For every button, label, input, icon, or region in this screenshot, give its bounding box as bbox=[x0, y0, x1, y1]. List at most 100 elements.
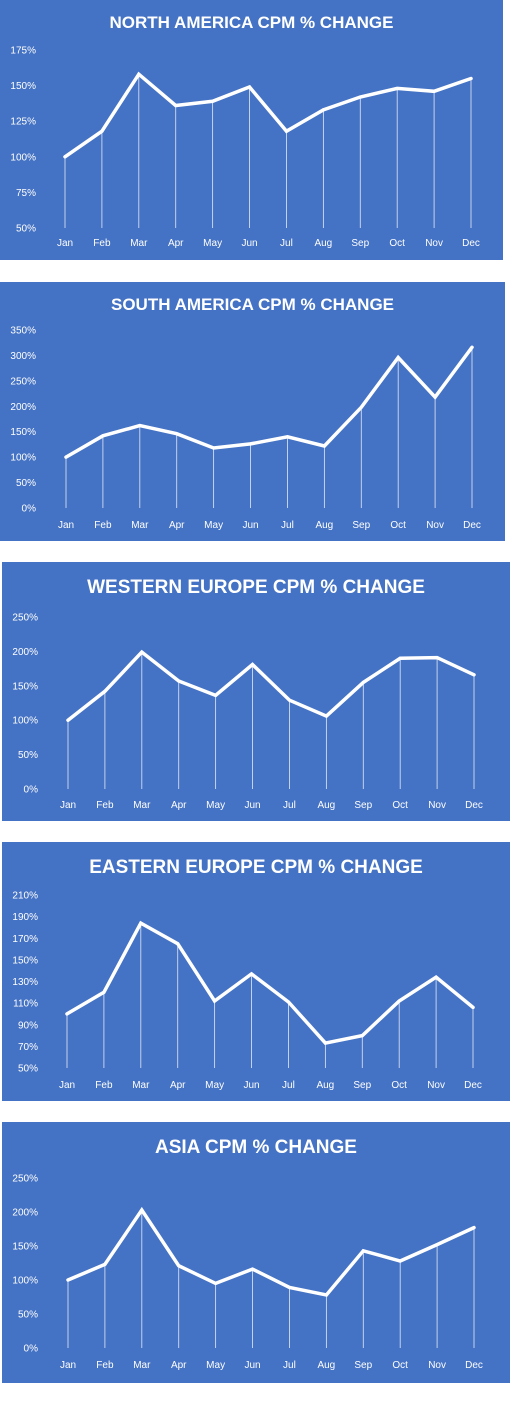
data-point-oct bbox=[398, 1259, 402, 1263]
y-tick-label: 100% bbox=[10, 152, 36, 163]
x-tick-label: Oct bbox=[392, 1360, 408, 1371]
data-point-sep bbox=[358, 95, 362, 99]
chart-western-europe: WESTERN EUROPE CPM % CHANGE 0% 50% 100% 150%… bbox=[2, 562, 510, 821]
y-tick-label: 0% bbox=[22, 504, 37, 515]
y-tick-label: 175% bbox=[10, 46, 36, 57]
y-tick-label: 250% bbox=[12, 1174, 38, 1185]
data-point-mar bbox=[138, 424, 142, 428]
data-point-jan bbox=[64, 455, 68, 459]
x-tick-label: Jan bbox=[60, 800, 76, 811]
chart-svg: EASTERN EUROPE CPM % CHANGE 50% 70% 90% 110%… bbox=[12, 857, 482, 1091]
x-tick-label: Dec bbox=[464, 1080, 482, 1091]
data-point-apr bbox=[175, 432, 179, 436]
data-point-may bbox=[214, 1281, 218, 1285]
x-tick-label: Jan bbox=[58, 520, 74, 531]
y-tick-label: 130% bbox=[12, 977, 38, 988]
data-point-apr bbox=[177, 679, 181, 683]
data-point-apr bbox=[174, 104, 178, 108]
chart-title: NORTH AMERICA CPM % CHANGE bbox=[110, 13, 394, 32]
x-tick-label: Sep bbox=[352, 520, 370, 531]
x-tick-label: Apr bbox=[169, 520, 185, 531]
x-tick-label: Jan bbox=[60, 1360, 76, 1371]
data-point-jun bbox=[251, 1267, 255, 1271]
x-tick-label: Feb bbox=[96, 1360, 114, 1371]
data-point-sep bbox=[359, 405, 363, 409]
data-point-jul bbox=[284, 129, 288, 133]
x-tick-label: Jun bbox=[242, 520, 258, 531]
y-tick-label: 200% bbox=[12, 647, 38, 658]
y-tick-label: 0% bbox=[24, 1344, 39, 1355]
x-tick-label: Nov bbox=[428, 1360, 446, 1371]
y-tick-label: 70% bbox=[18, 1042, 38, 1053]
x-tick-label: Apr bbox=[171, 1360, 187, 1371]
x-tick-label: Aug bbox=[316, 1080, 334, 1091]
data-point-jul bbox=[287, 698, 291, 702]
data-point-aug bbox=[322, 444, 326, 448]
y-tick-label: 200% bbox=[12, 1208, 38, 1219]
chart-svg: SOUTH AMERICA CPM % CHANGE 0% 50% 100% 150% 2… bbox=[10, 295, 480, 531]
y-tick-label: 350% bbox=[10, 326, 36, 337]
data-point-jan bbox=[66, 718, 70, 722]
x-tick-label: Aug bbox=[315, 520, 333, 531]
y-tick-label: 250% bbox=[12, 613, 38, 624]
y-tick-label: 50% bbox=[18, 1064, 38, 1075]
data-point-sep bbox=[361, 1249, 365, 1253]
data-point-jul bbox=[287, 1285, 291, 1289]
data-point-nov bbox=[432, 89, 436, 93]
data-point-apr bbox=[177, 1264, 181, 1268]
series-line bbox=[65, 920, 475, 1046]
x-tick-label: Jan bbox=[59, 1080, 75, 1091]
x-tick-label: May bbox=[206, 1360, 225, 1371]
x-tick-label: Feb bbox=[96, 800, 114, 811]
y-tick-label: 170% bbox=[12, 934, 38, 945]
x-tick-label: Nov bbox=[426, 520, 444, 531]
chart-svg: NORTH AMERICA CPM % CHANGE 50% 75% 100% 125%… bbox=[10, 13, 480, 249]
y-tick-label: 50% bbox=[18, 1310, 38, 1321]
y-tick-label: 150% bbox=[10, 427, 36, 438]
data-point-jun bbox=[251, 662, 255, 666]
x-tick-label: Mar bbox=[133, 800, 151, 811]
x-tick-label: Mar bbox=[130, 238, 148, 249]
x-tick-label: May bbox=[204, 520, 223, 531]
data-point-may bbox=[213, 999, 217, 1003]
chart-title: WESTERN EUROPE CPM % CHANGE bbox=[87, 577, 425, 598]
data-point-aug bbox=[323, 1041, 327, 1045]
x-tick-label: Jun bbox=[243, 1080, 259, 1091]
x-tick-label: Sep bbox=[353, 1080, 371, 1091]
x-tick-label: Apr bbox=[168, 238, 184, 249]
data-point-jun bbox=[248, 85, 252, 89]
data-point-apr bbox=[176, 942, 180, 946]
x-tick-label: Dec bbox=[462, 238, 480, 249]
data-point-nov bbox=[435, 1243, 439, 1247]
series-line bbox=[63, 71, 473, 159]
x-tick-label: Feb bbox=[94, 520, 112, 531]
data-point-mar bbox=[140, 650, 144, 654]
data-point-feb bbox=[102, 990, 106, 994]
y-tick-label: 50% bbox=[18, 750, 38, 761]
y-tick-label: 100% bbox=[12, 716, 38, 727]
data-point-oct bbox=[396, 355, 400, 359]
data-point-mar bbox=[140, 1208, 144, 1212]
y-tick-label: 125% bbox=[10, 117, 36, 128]
series-line bbox=[66, 1206, 476, 1297]
y-tick-label: 150% bbox=[12, 681, 38, 692]
chart-svg: ASIA CPM % CHANGE 0% 50% 100% 150% 200% 250% Ja… bbox=[12, 1137, 482, 1371]
x-tick-label: Aug bbox=[317, 1360, 335, 1371]
y-tick-label: 110% bbox=[13, 999, 38, 1010]
x-tick-label: Jun bbox=[241, 238, 257, 249]
y-tick-label: 50% bbox=[16, 224, 36, 235]
y-tick-label: 210% bbox=[12, 891, 38, 902]
data-point-feb bbox=[103, 689, 107, 693]
x-tick-label: Aug bbox=[314, 238, 332, 249]
data-point-jun bbox=[249, 442, 253, 446]
x-tick-label: Sep bbox=[354, 800, 372, 811]
data-point-oct bbox=[398, 656, 402, 660]
y-tick-label: 150% bbox=[12, 1242, 38, 1253]
chart-title: SOUTH AMERICA CPM % CHANGE bbox=[111, 295, 394, 314]
data-point-nov bbox=[434, 975, 438, 979]
data-point-dec bbox=[471, 1005, 475, 1009]
x-tick-label: Jul bbox=[283, 800, 296, 811]
data-point-may bbox=[211, 99, 215, 103]
y-tick-label: 90% bbox=[18, 1020, 38, 1031]
y-tick-label: 150% bbox=[10, 81, 36, 92]
